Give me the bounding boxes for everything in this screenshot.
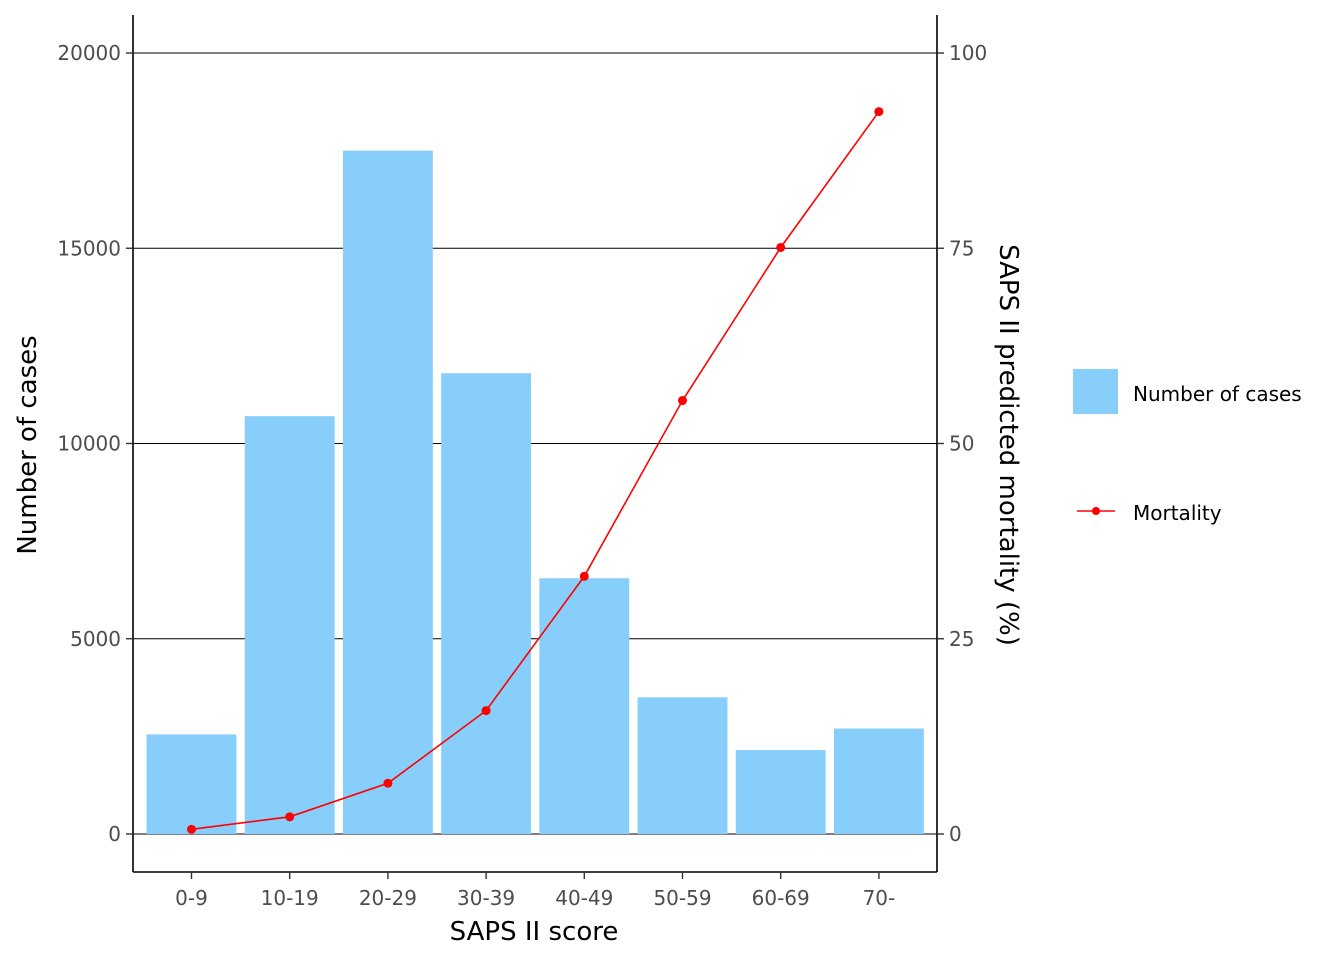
y2-tick-label: 75	[949, 236, 974, 260]
y-tick-label: 10000	[57, 432, 121, 456]
mortality-point	[874, 107, 884, 117]
y-tick-label: 15000	[57, 236, 121, 260]
x-tick-label: 10-19	[261, 886, 319, 910]
x-tick-label: 30-39	[457, 886, 515, 910]
y2-axis-title: SAPS II predicted mortality (%)	[993, 244, 1023, 646]
legend-key-mortality-point	[1092, 507, 1100, 515]
bar	[735, 750, 826, 834]
y-tick-label: 20000	[57, 41, 121, 65]
x-tick-label: 0-9	[175, 886, 208, 910]
legend-key-number-of-cases	[1073, 369, 1118, 414]
bar	[146, 734, 237, 834]
bar	[342, 150, 433, 834]
x-tick-label: 70-	[863, 886, 896, 910]
mortality-point	[579, 571, 589, 581]
legend-label-number-of-cases: Number of cases	[1133, 382, 1302, 406]
mortality-point	[383, 778, 393, 788]
x-tick-label: 50-59	[653, 886, 711, 910]
bar	[244, 416, 335, 834]
y-tick-label: 5000	[70, 627, 121, 651]
bar	[441, 373, 532, 834]
mortality-point	[285, 812, 295, 822]
line-series	[187, 107, 884, 834]
bar	[539, 578, 630, 834]
x-tick-label: 40-49	[555, 886, 613, 910]
axes: 0 5000 10000 15000 20000 0 25 50 75 100 0-9 10-19 20…	[57, 15, 987, 910]
bar	[833, 728, 924, 834]
mortality-point	[776, 242, 786, 252]
y-axis-title: Number of cases	[13, 335, 43, 554]
legend-label-mortality: Mortality	[1133, 501, 1222, 525]
mortality-point	[187, 824, 196, 834]
y2-tick-label: 0	[949, 822, 962, 846]
bar-series	[146, 150, 924, 834]
y2-tick-label: 50	[949, 432, 974, 456]
legend: Number of cases Mortality	[1073, 369, 1302, 525]
y-tick-label: 0	[108, 822, 121, 846]
x-axis-title: SAPS II score	[450, 917, 619, 947]
bar	[637, 697, 728, 834]
mortality-point	[678, 396, 687, 406]
x-tick-label: 20-29	[359, 886, 417, 910]
x-tick-label: 60-69	[752, 886, 810, 910]
y2-tick-label: 25	[949, 627, 974, 651]
y2-tick-label: 100	[949, 41, 987, 65]
mortality-point	[481, 706, 491, 716]
mortality-line	[191, 111, 880, 831]
